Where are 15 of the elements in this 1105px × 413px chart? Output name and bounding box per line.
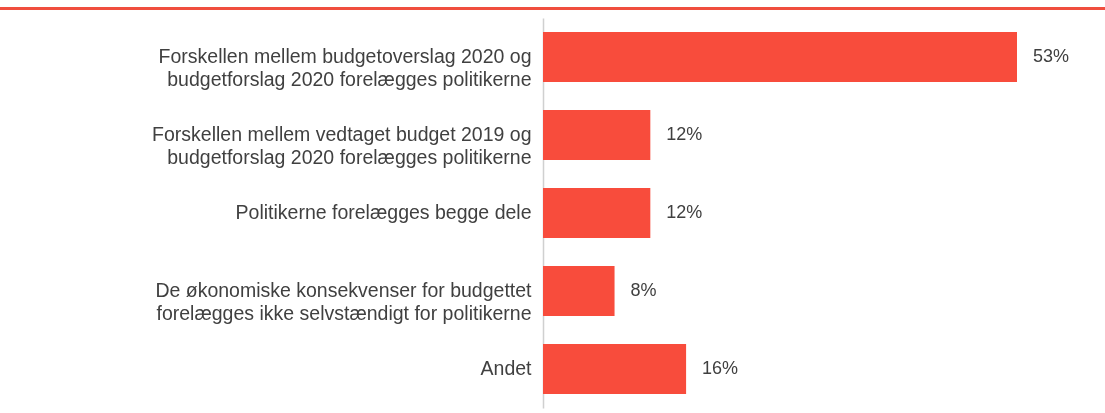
bar xyxy=(543,110,651,160)
y-tick-label: Forskellen mellem vedtaget budget 2019 og budgetforslag 2020 forelægges politikerne xyxy=(152,123,532,168)
data-label: 16% xyxy=(702,358,739,378)
bar xyxy=(543,344,687,394)
y-tick-label: Forskellen mellem budgetoverslag 2020 og budgetforslag 2020 forelægges politikerne xyxy=(158,45,532,90)
bar xyxy=(543,188,651,238)
y-tick-label: Politikerne forelægges begge dele xyxy=(235,201,532,223)
data-label: 12% xyxy=(666,202,703,222)
y-tick-label: De økonomiske konsekvenser for budgettet forelægges ikke selvstændigt for politikerne xyxy=(155,279,533,324)
y-tick-label: Andet xyxy=(480,357,533,379)
bar xyxy=(543,32,1017,82)
data-label: 53% xyxy=(1033,46,1070,66)
bar xyxy=(543,266,615,316)
data-label: 8% xyxy=(630,280,657,300)
data-label: 12% xyxy=(666,124,703,144)
